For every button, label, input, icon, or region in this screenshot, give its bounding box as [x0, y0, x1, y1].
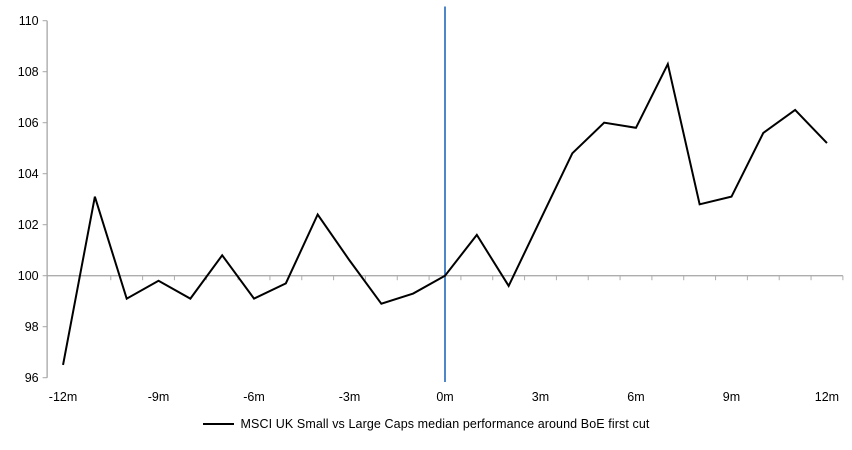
y-tick-label: 106	[18, 116, 39, 130]
y-tick-label: 104	[18, 167, 39, 181]
x-tick-label: 6m	[627, 390, 644, 404]
x-tick-label: -6m	[243, 390, 265, 404]
legend: MSCI UK Small vs Large Caps median perfo…	[0, 417, 852, 431]
y-tick-label: 108	[18, 65, 39, 79]
x-tick-label: 3m	[532, 390, 549, 404]
y-tick-label: 102	[18, 218, 39, 232]
x-tick-label: 0m	[436, 390, 453, 404]
x-tick-label: 9m	[723, 390, 740, 404]
x-tick-label: 12m	[815, 390, 839, 404]
x-tick-label: -9m	[148, 390, 170, 404]
legend-label: MSCI UK Small vs Large Caps median perfo…	[240, 417, 650, 431]
y-tick-label: 96	[25, 371, 39, 385]
y-tick-label: 100	[18, 269, 39, 283]
x-tick-label: -3m	[339, 390, 361, 404]
x-tick-label: -12m	[49, 390, 77, 404]
legend-line-swatch	[202, 423, 234, 425]
y-tick-label: 98	[25, 320, 39, 334]
y-tick-label: 110	[19, 14, 39, 28]
series-polyline	[62, 61, 828, 366]
